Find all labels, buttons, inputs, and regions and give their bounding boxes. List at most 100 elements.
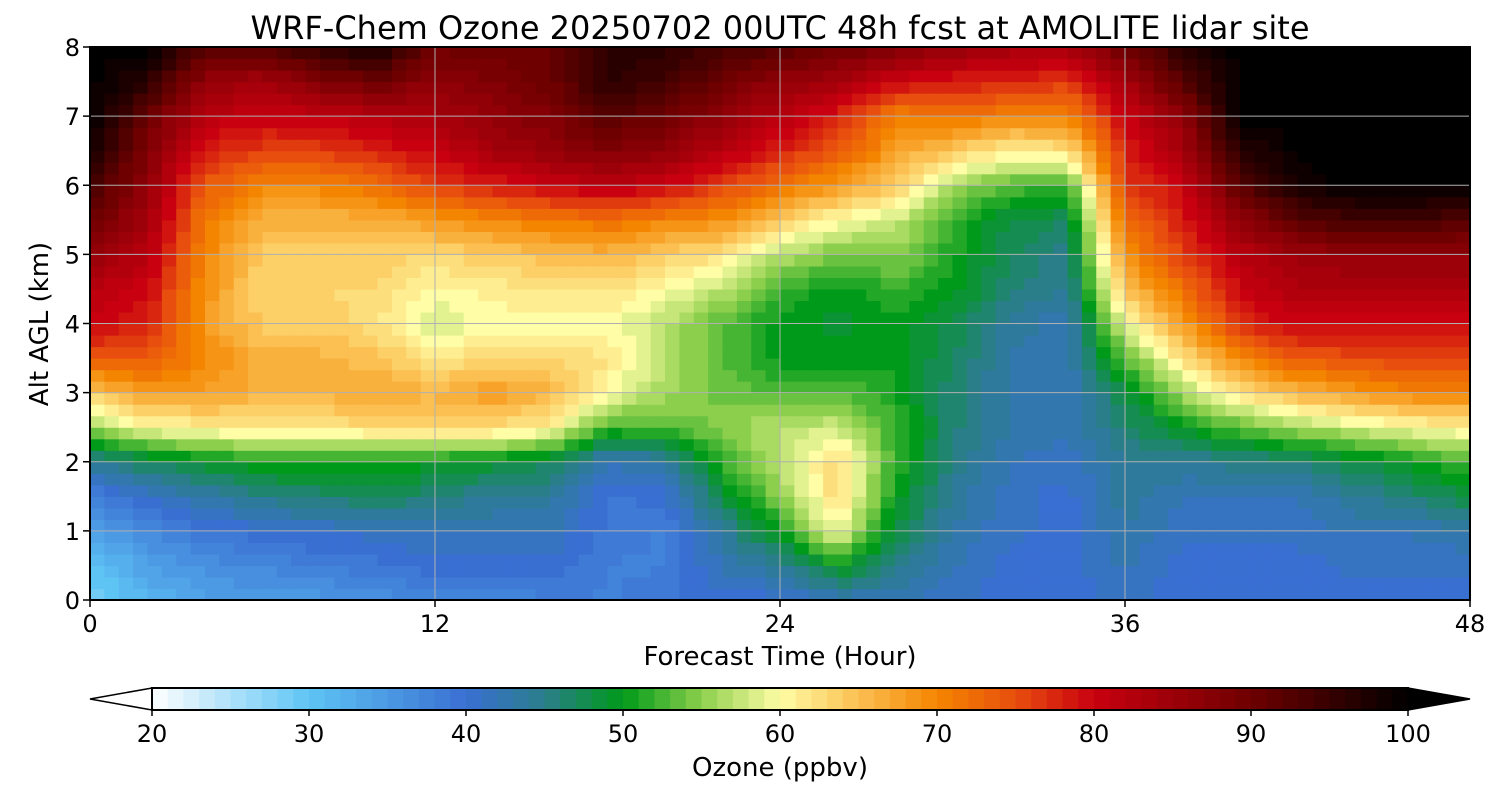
heatmap-cell [765, 507, 781, 520]
heatmap-cell [679, 127, 695, 140]
heatmap-cell [1254, 242, 1270, 255]
heatmap-cell [1412, 438, 1428, 451]
heatmap-cell [1038, 496, 1054, 509]
heatmap-cell [463, 427, 479, 440]
heatmap-cell [363, 288, 379, 302]
heatmap-cell [880, 231, 896, 244]
heatmap-cell [463, 196, 479, 209]
heatmap-cell [262, 162, 278, 175]
heatmap-cell [1182, 553, 1198, 567]
heatmap-cell [1153, 519, 1169, 532]
heatmap-cell [147, 415, 163, 428]
heatmap-cell [1081, 323, 1097, 336]
heatmap-cell [1096, 231, 1112, 244]
heatmap-cell [90, 58, 105, 71]
heatmap-cell [1398, 507, 1414, 520]
heatmap-cell [463, 415, 479, 428]
heatmap-cell [363, 58, 379, 71]
heatmap-cell [1254, 565, 1270, 578]
heatmap-cell [1311, 335, 1327, 348]
heatmap-cell [1441, 369, 1457, 382]
heatmap-cell [133, 404, 149, 417]
heatmap-cell [1168, 427, 1184, 440]
heatmap-cell [435, 104, 450, 117]
heatmap-cell [1139, 150, 1155, 163]
heatmap-cell [636, 81, 652, 94]
heatmap-cell [621, 484, 637, 497]
heatmap-cell [794, 58, 810, 71]
heatmap-cell [995, 553, 1011, 567]
heatmap-cell [176, 473, 192, 486]
heatmap-cell [233, 277, 249, 290]
heatmap-cell [808, 369, 824, 382]
heatmap-cell [693, 127, 709, 140]
heatmap-cell [736, 139, 752, 152]
heatmap-cell [851, 576, 867, 590]
heatmap-cell [1254, 392, 1270, 405]
heatmap-cell [348, 427, 364, 440]
heatmap-cell [435, 588, 450, 601]
heatmap-cell [981, 288, 997, 302]
heatmap-cell [118, 438, 134, 451]
heatmap-cell [406, 507, 422, 520]
heatmap-cell [578, 323, 594, 336]
heatmap-cell [1455, 150, 1471, 163]
heatmap-cell [650, 173, 666, 186]
heatmap-cell [1110, 311, 1126, 325]
heatmap-cell [334, 427, 350, 440]
heatmap-cell [966, 588, 982, 601]
heatmap-cell [435, 127, 450, 140]
heatmap-cell [708, 358, 724, 371]
heatmap-cell [1139, 438, 1155, 451]
heatmap-cell [1038, 265, 1054, 279]
heatmap-cell [1326, 496, 1342, 509]
heatmap-cell [1038, 150, 1054, 163]
heatmap-cell [1153, 461, 1169, 474]
heatmap-cell [506, 450, 522, 463]
heatmap-cell [765, 139, 781, 152]
heatmap-cell [449, 507, 465, 520]
heatmap-cell [650, 47, 666, 60]
heatmap-cell [1311, 242, 1327, 255]
heatmap-cell [463, 346, 479, 359]
heatmap-cell [535, 300, 551, 313]
heatmap-cell [736, 162, 752, 175]
heatmap-cell [262, 288, 278, 302]
heatmap-cell [305, 231, 321, 244]
heatmap-cell [1024, 588, 1040, 601]
heatmap-cell [1168, 219, 1184, 232]
heatmap-cell [808, 254, 824, 267]
heatmap-cell [1268, 104, 1284, 117]
heatmap-cell [104, 58, 120, 71]
heatmap-cell [205, 47, 220, 60]
heatmap-cell [176, 288, 192, 302]
heatmap-cell [1297, 415, 1313, 428]
heatmap-cell [550, 542, 565, 555]
heatmap-cell [133, 300, 149, 313]
heatmap-cell [1010, 70, 1025, 83]
heatmap-cell [880, 369, 896, 382]
heatmap-cell [1010, 300, 1025, 313]
heatmap-cell [780, 335, 795, 348]
heatmap-cell [593, 392, 609, 405]
heatmap-cell [1297, 530, 1313, 543]
heatmap-cell [1024, 116, 1040, 129]
heatmap-cell [248, 300, 264, 313]
heatmap-cell [506, 507, 522, 520]
heatmap-cell [780, 58, 795, 71]
heatmap-cell [291, 415, 307, 428]
heatmap-cell [1455, 58, 1471, 71]
heatmap-cell [1355, 242, 1370, 255]
heatmap-cell [420, 116, 436, 129]
heatmap-cell [794, 231, 810, 244]
heatmap-cell [305, 81, 321, 94]
heatmap-cell [866, 104, 882, 117]
heatmap-cell [190, 93, 206, 106]
heatmap-cell [305, 242, 321, 255]
heatmap-cell [535, 450, 551, 463]
heatmap-cell [550, 576, 565, 590]
heatmap-cell [607, 323, 623, 336]
heatmap-cell [449, 381, 465, 394]
heatmap-cell [736, 588, 752, 601]
heatmap-cell [851, 93, 867, 106]
